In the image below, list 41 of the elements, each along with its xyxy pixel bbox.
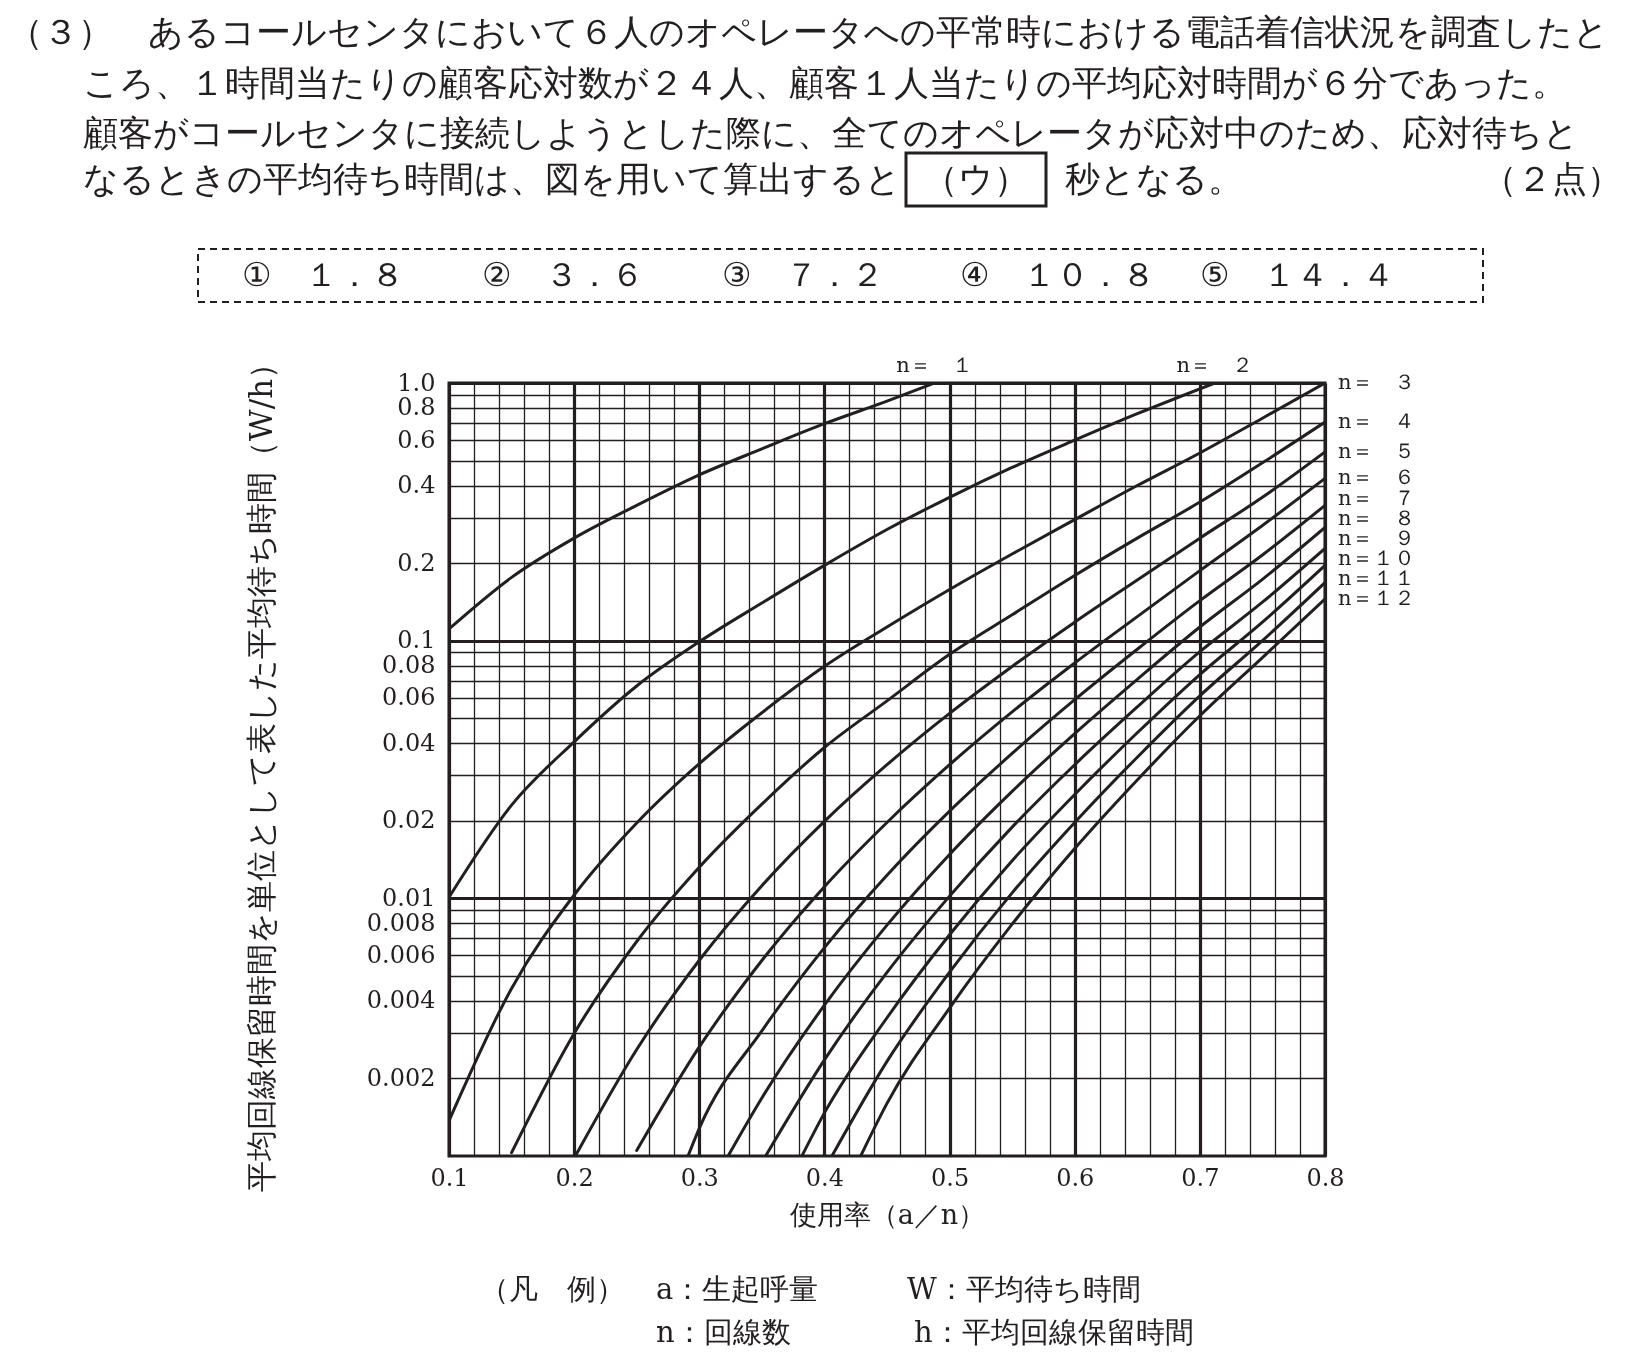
text: ③ ７．２ [722,255,884,294]
x-axis-title: 使用率（a／n） [789,1198,986,1230]
text: ① １．８ [242,255,404,294]
y-tick-label: 0.2 [397,548,436,577]
text: W：平均待ち時間 [907,1272,1141,1306]
x-tick-label: 0.4 [805,1163,845,1192]
text: （２点） [1482,159,1622,199]
series-label: n＝ １ [896,353,973,377]
text: ⑤ １４．４ [1200,255,1395,294]
x-tick-label: 0.6 [1056,1163,1095,1192]
x-tick-label: 0.3 [680,1163,719,1192]
text: n：回線数 [656,1315,791,1349]
y-tick-label: 0.04 [382,728,436,757]
x-tick-label: 0.2 [555,1163,594,1192]
x-tick-label: 0.1 [430,1163,469,1192]
series-label: n＝ ５ [1338,438,1415,463]
text: ② ３．６ [482,255,644,294]
y-tick-label: 0.02 [382,806,436,835]
text: h：平均回線保留時間 [914,1315,1194,1349]
y-tick-label: 0.002 [366,1063,436,1092]
series-label: n＝ ４ [1338,409,1415,434]
x-tick-label: 0.5 [930,1163,970,1192]
y-axis-title: 平均回線保留時間を単位として表した平均待ち時間（W/h） [242,347,279,1193]
text: a：生起呼量 [656,1272,819,1306]
series-label: n＝ ２ [1176,353,1254,377]
y-tick-label: 0.6 [397,425,436,454]
text: （３） あるコールセンタにおいて６人のオペレータへの平常時における電話着信状況を調査したと [8,12,1609,52]
text: なるときの平均待ち時間は、図を用いて算出すると [83,159,901,199]
text: 秒となる。 [1065,159,1243,199]
text: （凡 例） [480,1272,625,1306]
series-label: n＝ ３ [1338,370,1415,394]
x-tick-label: 0.7 [1181,1163,1220,1192]
text: （ウ） [923,159,1029,199]
y-tick-label: 0.004 [366,986,436,1015]
y-tick-label: 0.006 [366,941,436,969]
x-tick-label: 0.8 [1306,1163,1345,1192]
y-tick-label: 0.06 [382,683,436,712]
text: 顧客がコールセンタに接続しようとした際に、全てのオペレータが応対中のため、応対待ちと [83,113,1579,153]
y-tick-label: 0.4 [397,471,436,500]
text: ④ １０．８ [960,255,1155,294]
text: ころ、１時間当たりの顧客応対数が２４人、顧客１人当たりの平均応対時間が６分であった。 [83,63,1567,103]
